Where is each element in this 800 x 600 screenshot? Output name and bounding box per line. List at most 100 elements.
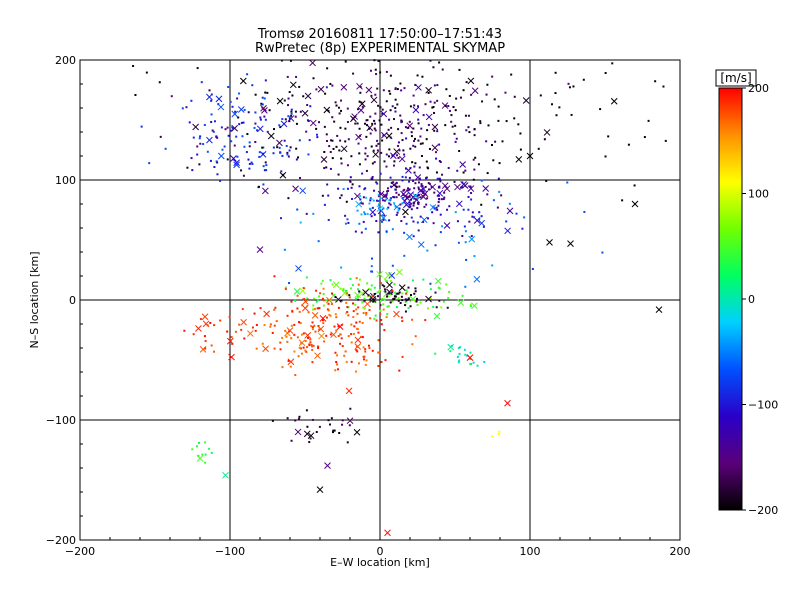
- data-point: [513, 117, 516, 120]
- data-point: [440, 306, 443, 309]
- data-point: [425, 177, 428, 180]
- data-point: [429, 282, 432, 285]
- data-point-x: [276, 139, 283, 147]
- data-point: [465, 81, 468, 84]
- data-point: [409, 202, 412, 205]
- data-point: [601, 251, 604, 254]
- colorbar-unit-box: [715, 69, 757, 87]
- data-point-x: [316, 486, 324, 493]
- data-point: [329, 333, 332, 336]
- data-point: [419, 142, 422, 145]
- data-point: [436, 99, 439, 102]
- data-point: [375, 181, 378, 184]
- data-point-x: [362, 289, 369, 296]
- data-point: [371, 122, 374, 125]
- data-point: [369, 132, 372, 135]
- data-point: [362, 312, 365, 315]
- data-point: [442, 198, 445, 201]
- data-point: [373, 298, 376, 301]
- data-point: [348, 296, 351, 299]
- data-point: [195, 445, 198, 448]
- data-point: [223, 145, 226, 148]
- data-point: [408, 120, 411, 123]
- data-point: [356, 328, 359, 331]
- data-point: [212, 130, 215, 133]
- data-point: [219, 319, 222, 322]
- data-point: [400, 119, 403, 122]
- data-point-x: [314, 352, 321, 360]
- data-point-x: [421, 190, 429, 198]
- data-point: [369, 115, 372, 118]
- data-point: [387, 305, 390, 308]
- data-point: [465, 258, 468, 261]
- data-point: [286, 417, 289, 420]
- data-point: [271, 419, 274, 422]
- data-point: [420, 127, 423, 130]
- data-point-x: [355, 133, 362, 141]
- data-point: [410, 216, 413, 219]
- data-point: [337, 335, 340, 338]
- data-point: [290, 439, 293, 442]
- data-point: [436, 84, 439, 87]
- data-point: [375, 319, 378, 322]
- data-point: [446, 306, 449, 309]
- data-point: [335, 361, 338, 364]
- data-point: [330, 302, 333, 305]
- data-point: [389, 74, 392, 77]
- data-point: [421, 191, 424, 194]
- data-point: [413, 104, 416, 107]
- data-point: [361, 105, 364, 108]
- data-point: [472, 178, 475, 181]
- data-point: [397, 297, 400, 300]
- data-point: [468, 220, 471, 223]
- data-point-x: [261, 187, 269, 195]
- data-point-x: [454, 183, 461, 191]
- data-point: [318, 295, 321, 298]
- data-point: [486, 83, 489, 86]
- data-point: [385, 193, 388, 196]
- data-point: [410, 131, 413, 134]
- data-point: [290, 324, 293, 327]
- data-point: [416, 297, 419, 300]
- data-point: [238, 92, 241, 95]
- data-point: [216, 161, 219, 164]
- data-point: [251, 326, 254, 329]
- data-point: [478, 211, 481, 214]
- data-point: [364, 122, 367, 125]
- data-point: [429, 59, 432, 62]
- data-point: [361, 202, 364, 205]
- data-point-x: [324, 462, 331, 469]
- data-point: [373, 119, 376, 122]
- data-point: [251, 163, 254, 166]
- data-point: [426, 197, 429, 200]
- chart-subtitle: RwPretec (8p) EXPERIMENTAL SKYMAP: [255, 41, 505, 56]
- data-point: [401, 292, 404, 295]
- data-point: [346, 306, 349, 309]
- data-point: [471, 211, 474, 214]
- data-point: [382, 207, 385, 210]
- data-point: [363, 355, 366, 358]
- data-point: [297, 355, 300, 358]
- data-point: [210, 451, 213, 454]
- data-point: [492, 159, 495, 162]
- data-point: [237, 116, 240, 119]
- data-point: [258, 155, 261, 158]
- data-point: [383, 214, 386, 217]
- data-point: [491, 264, 494, 267]
- data-point: [300, 352, 303, 355]
- data-point: [378, 204, 381, 207]
- data-point: [414, 335, 417, 338]
- data-point: [338, 149, 341, 152]
- data-point: [447, 105, 450, 108]
- data-point: [191, 169, 194, 172]
- data-point: [226, 158, 229, 161]
- data-point: [356, 209, 359, 212]
- data-points: [132, 59, 667, 537]
- data-point: [374, 129, 377, 132]
- data-point: [453, 132, 456, 135]
- data-point: [473, 255, 476, 258]
- data-point-x: [610, 97, 618, 105]
- data-point: [381, 139, 384, 142]
- data-point: [330, 292, 333, 295]
- data-point: [210, 120, 213, 123]
